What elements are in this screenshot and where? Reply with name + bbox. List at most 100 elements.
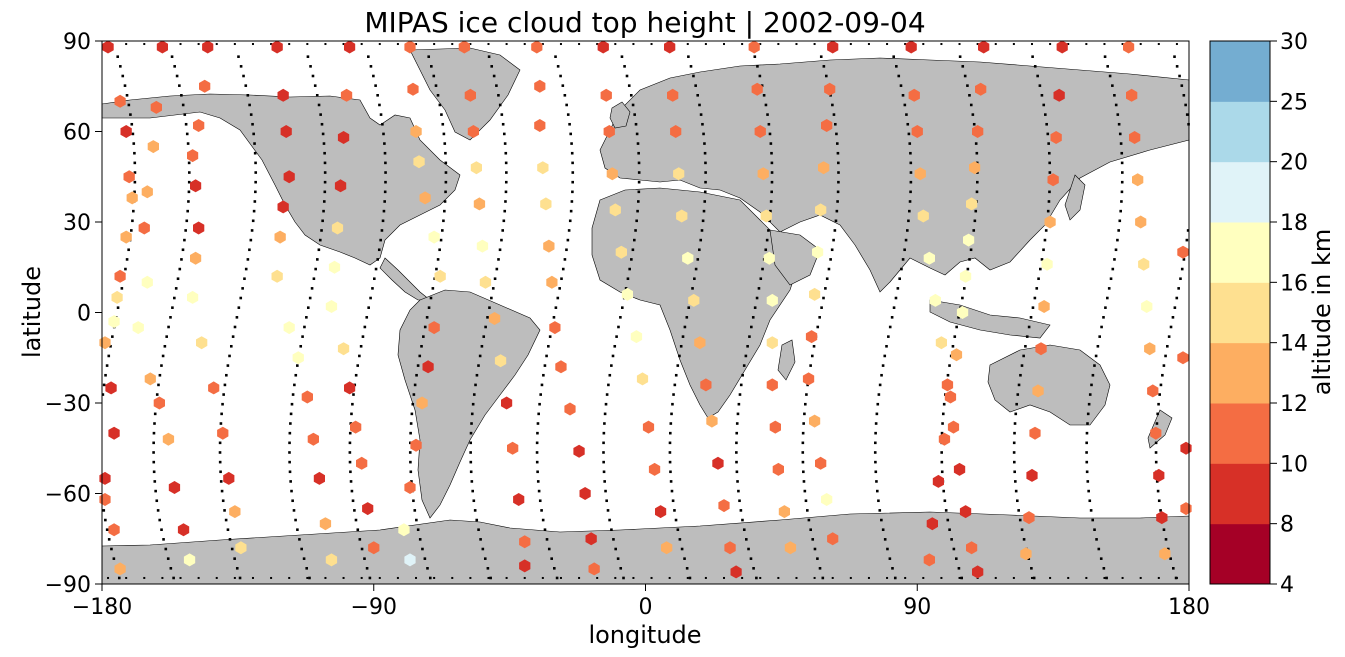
data-point <box>1047 173 1059 187</box>
data-point <box>531 40 543 54</box>
data-point <box>108 315 120 329</box>
orbit-track-dot <box>874 460 877 464</box>
data-point <box>688 293 700 307</box>
orbit-track-dot <box>320 122 324 126</box>
data-point <box>950 348 963 362</box>
orbit-track-dot <box>541 576 544 579</box>
orbit-track-dot <box>1166 344 1169 348</box>
orbit-track-dot <box>125 576 128 579</box>
orbit-track-dot <box>605 499 608 503</box>
orbit-track-dot <box>474 383 477 387</box>
orbit-track-dot <box>679 344 683 348</box>
orbit-track-dot <box>756 65 759 68</box>
orbit-track-dot <box>832 113 836 116</box>
colorbar: 4 8 10 12 14 16 18 20 25 30 <box>1209 30 1308 598</box>
orbit-track-dot <box>908 209 911 213</box>
data-point <box>108 523 120 537</box>
orbit-track-dot <box>478 354 482 358</box>
orbit-track-dot <box>819 55 823 58</box>
orbit-track-dot <box>1032 576 1036 580</box>
orbit-track-dot <box>221 402 224 406</box>
orbit-track-dot <box>306 55 310 58</box>
orbit-track-dot <box>804 499 808 503</box>
orbit-track-dot <box>415 43 418 46</box>
data-point <box>280 125 292 138</box>
orbit-track-dot <box>152 431 156 435</box>
orbit-track-dot <box>1017 509 1020 512</box>
orbit-track-dot <box>383 200 386 203</box>
orbit-track-dot <box>831 103 834 107</box>
orbit-track-dot <box>323 171 327 174</box>
data-point <box>102 40 114 54</box>
orbit-track-dot <box>434 84 438 87</box>
orbit-track-dot <box>215 576 218 579</box>
orbit-track-dot <box>498 103 502 107</box>
data-point <box>476 239 489 253</box>
orbit-track-dot <box>1107 287 1111 290</box>
orbit-track-dot <box>906 229 909 232</box>
orbit-track-dot <box>1118 132 1122 136</box>
orbit-track-dot <box>504 151 508 155</box>
orbit-track-dot <box>1119 209 1122 213</box>
data-point <box>1026 468 1038 482</box>
orbit-track-dot <box>360 547 364 551</box>
data-point <box>670 125 682 138</box>
orbit-track-dot <box>637 190 641 194</box>
orbit-track-dot <box>431 287 435 290</box>
orbit-track-dot <box>123 84 127 87</box>
data-point <box>422 360 434 374</box>
orbit-track-dot <box>324 576 327 579</box>
data-point <box>606 167 618 181</box>
orbit-track-dot <box>349 470 352 474</box>
orbit-track-dot <box>165 335 168 338</box>
orbit-track-dot <box>777 576 780 579</box>
orbit-track-dot <box>1157 402 1160 406</box>
orbit-track-dot <box>1017 383 1021 387</box>
data-point <box>941 378 954 392</box>
orbit-track-dot <box>322 209 325 213</box>
land-north-america <box>101 93 461 266</box>
orbit-track-dot <box>747 547 750 551</box>
data-point <box>935 336 947 350</box>
data-point <box>914 167 926 181</box>
orbit-track-dot <box>940 431 944 435</box>
data-point <box>673 167 685 181</box>
orbit-track-dot <box>306 306 310 309</box>
orbit-track-dot <box>671 402 674 406</box>
orbit-track-dot <box>922 43 925 46</box>
colorbar-tick-label: 30 <box>1280 30 1308 55</box>
orbit-track-dot <box>363 325 367 329</box>
orbit-track-dot <box>1047 151 1051 155</box>
orbit-track-dot <box>1177 287 1180 290</box>
orbit-track-dot <box>876 402 880 406</box>
orbit-track-dot <box>291 393 295 396</box>
data-point <box>1141 300 1153 313</box>
orbit-track-dot <box>801 451 805 454</box>
orbit-track-dot <box>381 219 385 223</box>
orbit-track-dot <box>702 209 706 213</box>
orbit-track-dot <box>443 142 447 145</box>
orbit-track-dot <box>976 43 979 46</box>
orbit-track-dot <box>539 393 542 396</box>
orbit-track-dot <box>948 528 951 531</box>
orbit-track-dot <box>1014 489 1018 493</box>
orbit-track-dot <box>441 122 445 126</box>
orbit-track-dot <box>611 354 615 358</box>
orbit-track-dot <box>523 576 526 579</box>
orbit-track-dot <box>306 576 309 579</box>
orbit-track-dot <box>746 344 749 348</box>
orbit-track-dot <box>668 576 671 579</box>
orbit-track-dot <box>129 113 132 116</box>
colorbar-tick-label: 25 <box>1280 90 1308 115</box>
data-point <box>404 553 416 567</box>
data-point <box>325 300 338 313</box>
orbit-track-dot <box>152 451 155 454</box>
orbit-track-dot <box>971 113 975 116</box>
orbit-track-dot <box>1114 248 1118 252</box>
orbit-track-dot <box>319 113 322 116</box>
orbit-track-dot <box>960 576 963 580</box>
orbit-track-dot <box>1113 258 1116 261</box>
orbit-track-dot <box>836 200 839 203</box>
data-point <box>156 40 168 54</box>
orbit-track-dot <box>158 373 162 377</box>
